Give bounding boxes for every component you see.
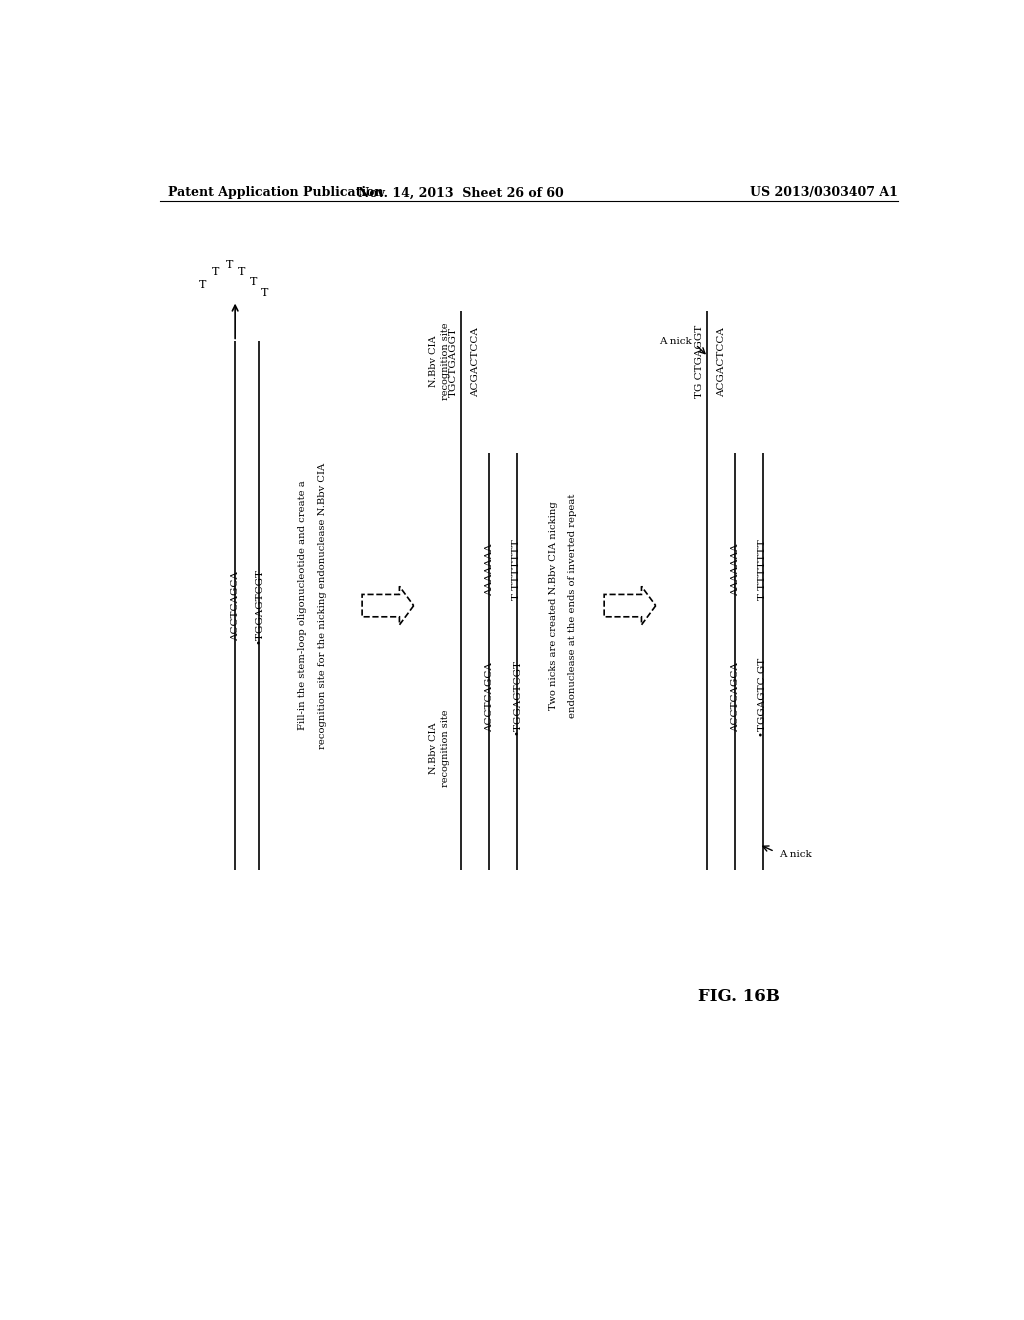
Text: Patent Application Publication: Patent Application Publication [168, 186, 383, 199]
Text: recognition site: recognition site [441, 709, 450, 787]
Text: N.Bbv CIA: N.Bbv CIA [429, 335, 438, 388]
FancyArrow shape [604, 586, 655, 624]
Text: N.Bbv CIA: N.Bbv CIA [429, 722, 438, 774]
Text: endonuclease at the ends of inverted repeat: endonuclease at the ends of inverted rep… [568, 494, 577, 718]
Text: A nick: A nick [778, 850, 811, 859]
Text: T: T [261, 288, 268, 297]
Text: ACGACTCCA: ACGACTCCA [471, 327, 480, 396]
Text: recognition site: recognition site [441, 323, 450, 400]
Text: T TTTTTTT: T TTTTTTT [512, 540, 521, 601]
Text: recognition site for the nicking endonuclease N.Bbv CIA: recognition site for the nicking endonuc… [317, 462, 327, 748]
Text: •TGGAGTCGT: •TGGAGTCGT [254, 568, 263, 644]
Text: T: T [226, 260, 233, 271]
Text: T: T [250, 277, 257, 288]
Text: A nick: A nick [658, 337, 691, 346]
Text: Fill-in the stem-loop oligonucleotide and create a: Fill-in the stem-loop oligonucleotide an… [298, 480, 307, 730]
FancyArrow shape [362, 586, 414, 624]
Text: ACCTCAGCA: ACCTCAGCA [730, 663, 739, 733]
Text: AAAAAAA: AAAAAAA [484, 544, 494, 597]
Text: TG CTGAGGT: TG CTGAGGT [695, 325, 703, 399]
Text: ACCTCAGCA: ACCTCAGCA [230, 570, 240, 640]
Text: T TTTTTTT: T TTTTTTT [759, 540, 767, 601]
Text: TGCTGAGGT: TGCTGAGGT [449, 326, 458, 397]
Text: ACCTCAGCA: ACCTCAGCA [484, 663, 494, 733]
Text: T: T [212, 267, 219, 277]
Text: Two nicks are created N.Bbv CIA nicking: Two nicks are created N.Bbv CIA nicking [549, 502, 558, 710]
Text: T: T [238, 267, 245, 277]
Text: Nov. 14, 2013  Sheet 26 of 60: Nov. 14, 2013 Sheet 26 of 60 [358, 186, 564, 199]
Text: •TGGAGTCGT: •TGGAGTCGT [512, 659, 521, 735]
Text: T: T [199, 280, 206, 290]
Text: ACGACTCCA: ACGACTCCA [717, 327, 726, 396]
Text: •TGGAGTC GT: •TGGAGTC GT [759, 657, 767, 737]
Text: AAAAAAA: AAAAAAA [730, 544, 739, 597]
Text: FIG. 16B: FIG. 16B [698, 989, 780, 1006]
Text: US 2013/0303407 A1: US 2013/0303407 A1 [750, 186, 898, 199]
